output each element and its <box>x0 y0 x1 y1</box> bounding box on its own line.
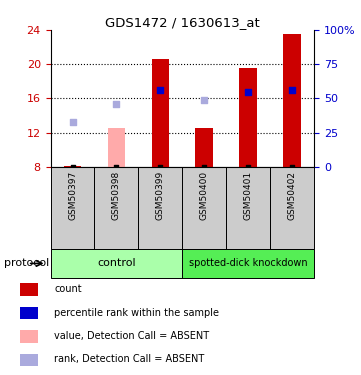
Text: GSM50397: GSM50397 <box>68 171 77 220</box>
Bar <box>95 167 138 249</box>
Bar <box>20 284 38 296</box>
Text: percentile rank within the sample: percentile rank within the sample <box>54 308 219 318</box>
Text: rank, Detection Call = ABSENT: rank, Detection Call = ABSENT <box>54 354 204 364</box>
Point <box>289 87 295 93</box>
Text: spotted-dick knockdown: spotted-dick knockdown <box>189 258 308 268</box>
Point <box>113 164 119 170</box>
Text: GSM50399: GSM50399 <box>156 171 165 220</box>
Text: GSM50402: GSM50402 <box>288 171 297 220</box>
Text: value, Detection Call = ABSENT: value, Detection Call = ABSENT <box>54 331 209 341</box>
Bar <box>138 167 182 249</box>
Bar <box>51 167 95 249</box>
Point <box>70 119 75 125</box>
Bar <box>195 128 213 167</box>
Bar <box>239 68 257 167</box>
Title: GDS1472 / 1630613_at: GDS1472 / 1630613_at <box>105 16 260 29</box>
Bar <box>152 59 169 167</box>
Text: count: count <box>54 284 82 294</box>
Bar <box>270 167 314 249</box>
Point <box>201 164 207 170</box>
Bar <box>226 167 270 249</box>
Bar <box>64 166 81 167</box>
Point <box>70 164 75 170</box>
Bar <box>182 249 314 278</box>
Bar <box>20 354 38 366</box>
Bar <box>20 307 38 320</box>
Text: control: control <box>97 258 136 268</box>
Bar <box>20 330 38 343</box>
Point <box>245 88 251 94</box>
Point <box>113 100 119 106</box>
Point <box>289 164 295 170</box>
Point <box>157 164 163 170</box>
Text: GSM50401: GSM50401 <box>244 171 253 220</box>
Point <box>157 87 163 93</box>
Point <box>245 164 251 170</box>
Bar <box>182 167 226 249</box>
Text: GSM50400: GSM50400 <box>200 171 209 220</box>
Bar <box>108 128 125 167</box>
Text: GSM50398: GSM50398 <box>112 171 121 220</box>
Text: protocol: protocol <box>4 258 49 268</box>
Bar <box>283 34 301 167</box>
Point <box>201 97 207 103</box>
Bar <box>51 249 182 278</box>
